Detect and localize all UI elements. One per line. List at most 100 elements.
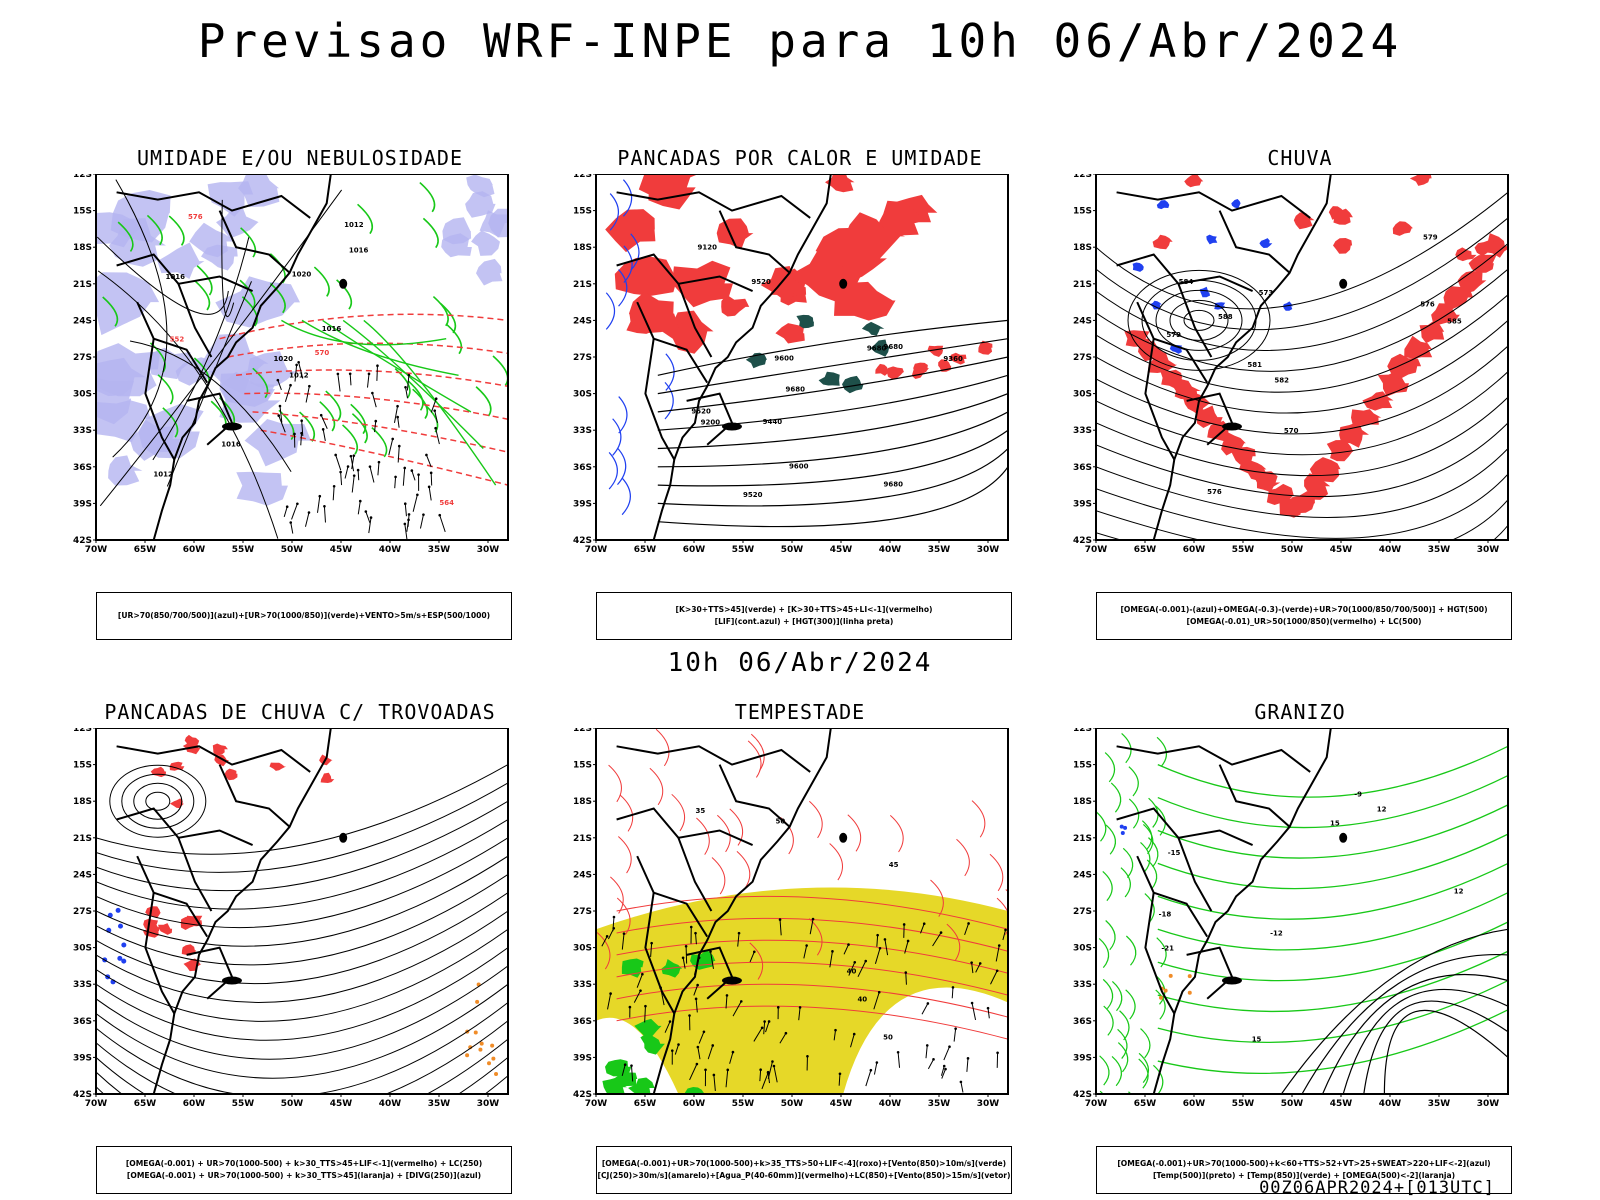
country-border (144, 338, 176, 460)
contour-label: 1012 (289, 372, 309, 380)
map-chuva: 585 582 579 576 573 570 576 579 584 581 588 12S 15S 1… (1073, 174, 1509, 555)
humidity-area (476, 258, 503, 286)
wind-vector-head (869, 1068, 873, 1072)
height-contour (1096, 499, 1508, 540)
wind-vector (803, 945, 808, 959)
contour-label: 9680 (884, 480, 904, 488)
wind-vector (685, 946, 688, 964)
country-border (1144, 892, 1176, 1014)
wind-vector-head (944, 1067, 947, 1071)
temp850-contour (1102, 870, 1113, 902)
lon-tick-label: 60W (183, 1099, 206, 1109)
wind-vector-head (906, 939, 910, 943)
temp850-contour (1110, 782, 1122, 813)
panel-title: GRANIZO (1254, 700, 1346, 724)
green-contour (168, 215, 185, 246)
height-contour (657, 374, 1008, 431)
wind-vector-head (904, 971, 908, 974)
lon-tick-label: 35W (428, 545, 451, 555)
streamline (96, 965, 508, 1060)
storm-area (269, 762, 286, 771)
height-contour (1096, 268, 1508, 372)
wind-vector-head (883, 938, 887, 941)
temp500-contour (1383, 1009, 1508, 1094)
orange-dot (475, 999, 480, 1004)
lon-tick-label: 55W (1232, 1099, 1255, 1109)
isobar (221, 199, 235, 317)
temp850-contour (1111, 1056, 1122, 1087)
wind-vector (633, 990, 641, 1003)
contour-label: 584 (1179, 278, 1194, 286)
wind-area (602, 1077, 627, 1094)
wind-vector-head (853, 960, 857, 964)
wind-vector (695, 998, 698, 1013)
wind-vector-head (422, 513, 425, 516)
contour-label: 579 (1423, 233, 1438, 241)
wind-vector-head (951, 986, 955, 989)
wind-vector (725, 1069, 729, 1088)
plot-layer: 585 582 579 576 573 570 576 579 584 581 588 (1096, 174, 1508, 540)
wind-vector (850, 1033, 855, 1048)
wind-vector-head (684, 944, 688, 948)
lon-tick-label: 45W (330, 1099, 353, 1109)
panel-legend: [OMEGA(-0.001) + UR>70(1000-500) + k>30_… (96, 1146, 512, 1194)
streamline (96, 837, 508, 929)
lat-tick-label: 36S (73, 1017, 92, 1027)
wind-vector (905, 972, 907, 985)
country-border (636, 301, 709, 384)
lat-tick-label: 27S (573, 907, 592, 917)
wind-vector-head (276, 378, 280, 382)
wind-vector-head (970, 1001, 974, 1005)
low-contour (1169, 299, 1229, 341)
rain-area (1253, 471, 1281, 493)
wind-vector (636, 974, 643, 988)
contour-label: 35 (696, 807, 706, 815)
panel-title: UMIDADE E/OU NEBULOSIDADE (136, 146, 464, 170)
green-contour (446, 323, 463, 355)
wind-vector (357, 501, 361, 515)
wind-vector (1002, 929, 1007, 941)
low-contour (1155, 289, 1243, 351)
storm-area (169, 798, 184, 809)
temp850-contour (1098, 937, 1110, 969)
wind-vector-head (319, 413, 323, 417)
omega-area (1259, 238, 1273, 248)
streamline-850 (616, 895, 1008, 930)
wind-vector (377, 462, 380, 476)
wind-vector-head (628, 1005, 632, 1009)
orange-dot (490, 1043, 495, 1048)
temp850-contour (1157, 921, 1508, 982)
omega-area (1149, 300, 1162, 310)
map-pancadas-calor: 9680968096809680960095209600952094409360… (573, 174, 1009, 555)
orange-dot (1187, 990, 1192, 995)
country-border (1218, 210, 1291, 274)
country-border (616, 191, 811, 219)
wind-vector-head (358, 499, 362, 503)
wind-vector-head (995, 969, 999, 973)
wind-vector (763, 1021, 766, 1035)
wind-vector-head (939, 931, 943, 934)
lon-tick-label: 30W (477, 545, 500, 555)
panel-pancadas-calor: PANCADAS POR CALOR E UMIDADE 9680 9680 968… (560, 146, 1040, 646)
wind-vector (376, 365, 378, 381)
contour-label: 9600 (789, 463, 809, 471)
wind-vector-head (434, 426, 437, 430)
height-contour (1096, 191, 1508, 310)
precip-water-contour (618, 836, 632, 874)
wind-vector-head (429, 471, 433, 475)
lagoon-shape (721, 422, 742, 431)
lon-tick-label: 55W (232, 1099, 255, 1109)
lake-shape (339, 832, 348, 843)
streamline (96, 947, 508, 1041)
wind-vector-head (650, 941, 653, 945)
convective-area (870, 339, 892, 357)
wind-vector-head (289, 383, 292, 387)
country-border (136, 855, 209, 938)
wind-vector-head (798, 1006, 802, 1009)
contour-label: 576 (188, 213, 203, 221)
plot-background (1096, 728, 1508, 1094)
precip-water-contour (729, 808, 744, 846)
plot-layer: 9680968096809680960095209600952094409360… (605, 174, 1008, 540)
wind-vector-head (403, 522, 407, 526)
streamline (96, 910, 508, 1003)
